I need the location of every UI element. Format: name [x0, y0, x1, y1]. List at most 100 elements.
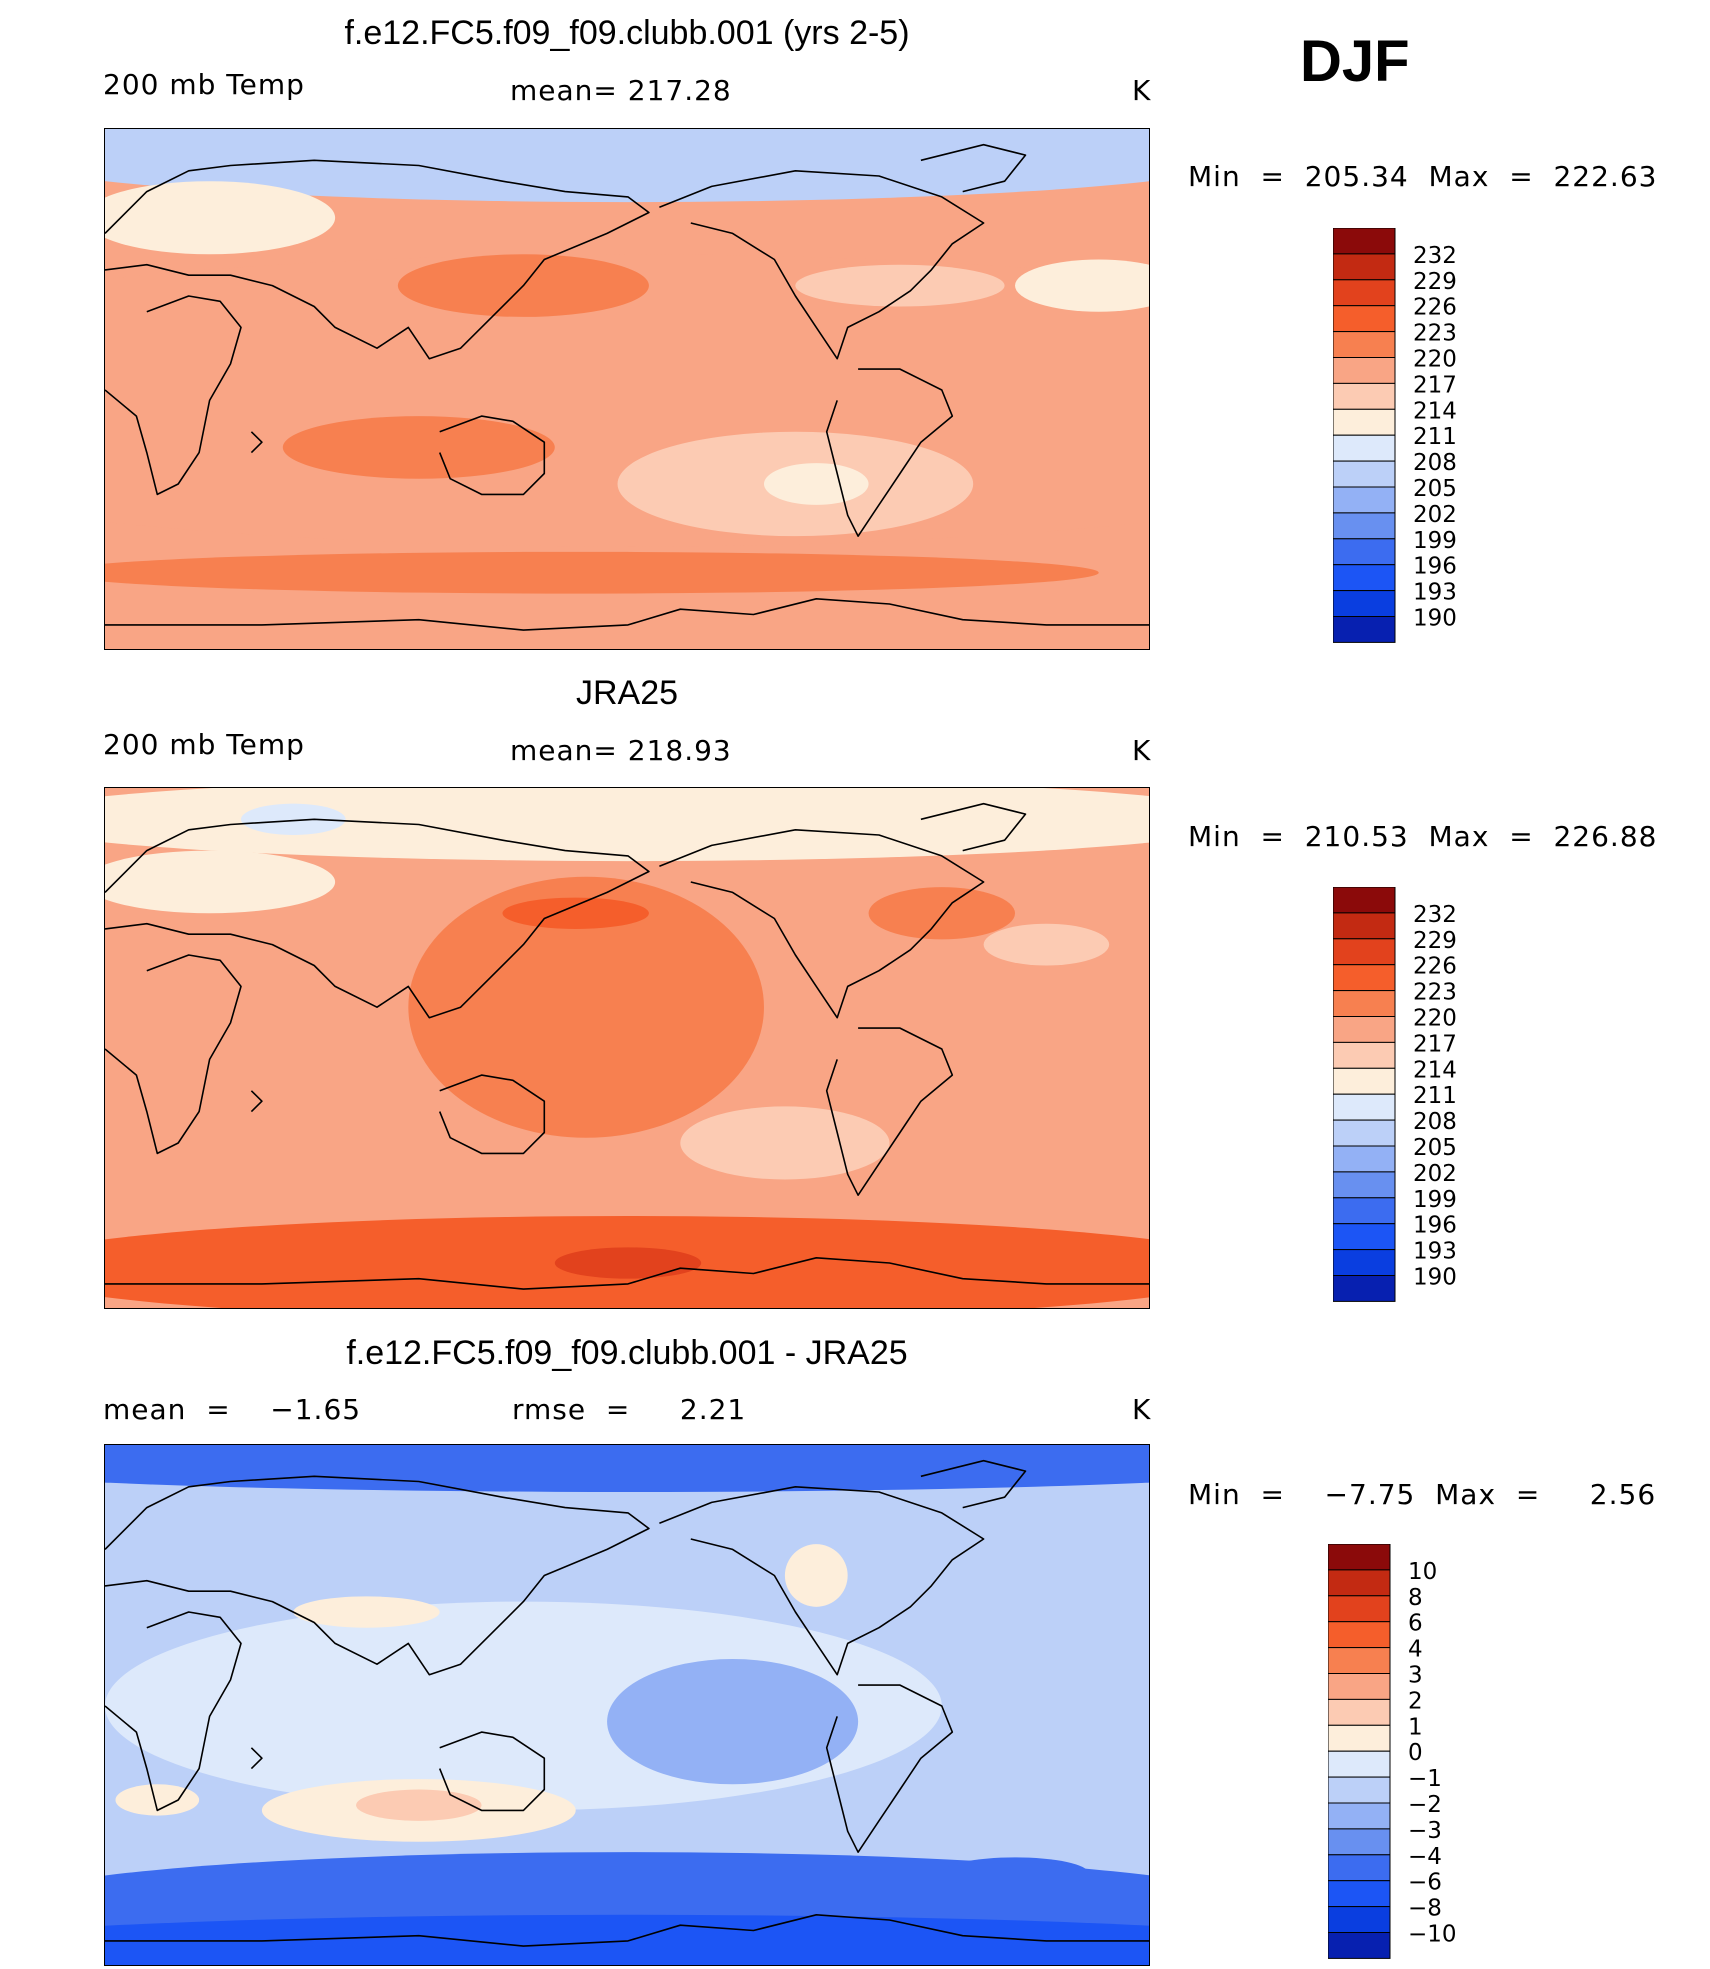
colorbar-box: [1327, 1932, 1391, 1959]
rmse-label: rmse = 2.21: [512, 1393, 747, 1426]
contour-region-n-europe: [105, 181, 336, 255]
colorbar-tick-label: 208: [1413, 450, 1457, 476]
colorbar-tick-label: 6: [1408, 1611, 1423, 1637]
colorbar-tick-label: 10: [1408, 1559, 1437, 1585]
coastline: [659, 169, 985, 360]
colorbar-box: [1327, 1854, 1391, 1882]
colorbar-tick-label: 193: [1413, 580, 1457, 606]
contour-region-southern-band: [105, 551, 1099, 594]
colorbar-box: [1327, 1724, 1391, 1752]
colorbar-tick-label: −6: [1408, 1870, 1442, 1896]
colorbar-box: [1332, 1249, 1396, 1277]
colorbar-tick-label: 2: [1408, 1688, 1423, 1714]
colorbar-tick-label: 196: [1413, 554, 1457, 580]
coastline: [825, 368, 954, 538]
coastline: [105, 1611, 242, 1812]
contour-region-japan-jet: [502, 897, 649, 929]
mean-label: mean = −1.65: [103, 1393, 362, 1426]
contour-region-maritime: [282, 416, 555, 479]
coastline: [105, 954, 242, 1155]
colorbar-box: [1332, 590, 1396, 618]
contour-region-n-atlantic: [1015, 259, 1149, 312]
colorbar-box: [1332, 253, 1396, 281]
colorbar-box: [1332, 1275, 1396, 1302]
colorbar-tick-label: 223: [1413, 321, 1457, 347]
colorbar-tick-label: 3: [1408, 1663, 1423, 1689]
coastline: [250, 1747, 263, 1770]
colorbar-tick-label: 232: [1413, 243, 1457, 269]
colorbar-box: [1332, 964, 1396, 992]
colorbar-box: [1327, 1802, 1391, 1830]
colorbar-tick-label: 226: [1413, 295, 1457, 321]
coastline: [825, 1027, 954, 1197]
panel-title: f.e12.FC5.f09_f09.clubb.001 (yrs 2-5): [344, 14, 910, 52]
colorbar-diff: 10 8 6 4 3 2 1 0 −1 −2 −3 −4 −6 −8 −10: [1327, 1543, 1478, 1964]
colorbar-box: [1327, 1621, 1391, 1649]
contour-region-se-pacific: [680, 1106, 890, 1180]
contour-region-pacific: [607, 1659, 859, 1785]
colorbar-tick-label: 196: [1413, 1213, 1457, 1239]
contour-region-na-pos: [784, 1544, 848, 1607]
contour-region-arctic: [105, 129, 1149, 203]
coastline: [250, 1090, 263, 1113]
colorbar-box: [1332, 434, 1396, 462]
colorbar-tick-label: 1: [1408, 1714, 1423, 1740]
colorbar-tick-label: 214: [1413, 398, 1457, 424]
colorbar-box: [1332, 990, 1396, 1017]
min-max-label: Min = −7.75 Max = 2.56: [1188, 1478, 1657, 1511]
contour-region-s-america-cold: [941, 1857, 1089, 1889]
colorbar-tick-label: 205: [1413, 476, 1457, 502]
coastline: [825, 1684, 954, 1854]
coastline: [105, 159, 650, 360]
coastline: [920, 802, 1027, 852]
coastline: [105, 1256, 1149, 1290]
colorbar-tick-label: 220: [1413, 347, 1457, 373]
colorbar-box: [1327, 1776, 1391, 1804]
contour-region-na-east: [868, 887, 1016, 940]
colorbar-tick-label: 202: [1413, 502, 1457, 528]
contour-region-w-pacific: [408, 876, 764, 1138]
coastline: [438, 415, 546, 496]
colorbar-tick-label: 193: [1413, 1239, 1457, 1265]
colorbar-tick-label: 4: [1408, 1637, 1423, 1663]
colorbar-tick-label: −8: [1408, 1896, 1442, 1922]
colorbar-box: [1332, 1171, 1396, 1199]
contour-region-africa-pos: [115, 1784, 200, 1816]
panel-title: JRA25: [575, 674, 679, 712]
colorbar-box: [1327, 1880, 1391, 1908]
units-label: K: [1132, 1393, 1152, 1426]
colorbar-box: [1332, 1119, 1396, 1147]
panel-model: f.e12.FC5.f09_f09.clubb.001 (yrs 2-5) 20…: [0, 0, 1710, 660]
colorbar-box: [1332, 1197, 1396, 1225]
colorbar-tick-label: −10: [1408, 1922, 1457, 1948]
contour-region-antarctic-core: [554, 1247, 702, 1279]
units-label: K: [1132, 734, 1152, 767]
mean-label: mean= 217.28: [510, 74, 732, 107]
colorbar-box: [1327, 1595, 1391, 1623]
variable-label: 200 mb Temp: [103, 68, 305, 101]
coastline: [105, 818, 650, 1019]
map-diff: [104, 1444, 1150, 1966]
colorbar-box: [1332, 279, 1396, 307]
colorbar-tick-label: 8: [1408, 1585, 1423, 1611]
mean-label: mean= 218.93: [510, 734, 732, 767]
colorbar-box: [1332, 616, 1396, 643]
colorbar-tick-label: 199: [1413, 528, 1457, 554]
contour-region-australia-core: [356, 1789, 482, 1821]
colorbar-box: [1332, 564, 1396, 592]
coastline: [105, 1475, 650, 1676]
colorbar-box: [1332, 886, 1396, 914]
colorbar-box: [1332, 331, 1396, 358]
colorbar-box: [1327, 1647, 1391, 1674]
coastline: [920, 143, 1027, 193]
colorbar-box: [1327, 1828, 1391, 1856]
colorbar-model: 232 229 226 223 220 217 214 211 208 205 202 199 196 1…: [1332, 227, 1483, 648]
colorbar-box: [1332, 512, 1396, 540]
colorbar-tick-label: −2: [1408, 1792, 1442, 1818]
colorbar-tick-label: 208: [1413, 1109, 1457, 1135]
colorbar-box: [1327, 1698, 1391, 1726]
colorbar-tick-label: 199: [1413, 1187, 1457, 1213]
colorbar-tick-label: −3: [1408, 1818, 1442, 1844]
colorbar-box: [1332, 460, 1396, 488]
coastline: [105, 295, 242, 496]
